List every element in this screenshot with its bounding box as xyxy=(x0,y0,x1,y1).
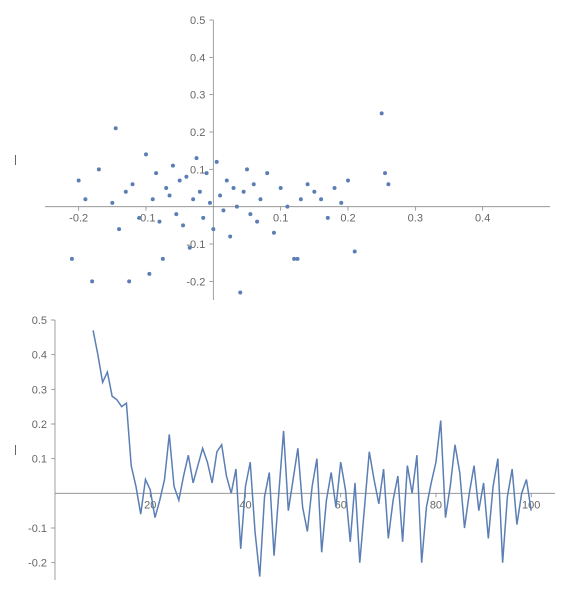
scatter-plot: ⎯⎯-0.2-0.10.10.20.30.4-0.2-0.10.10.20.30… xyxy=(10,10,570,310)
data-point xyxy=(238,291,242,295)
data-point xyxy=(114,126,118,130)
data-point xyxy=(333,186,337,190)
y-tick-label: 0.2 xyxy=(32,419,47,431)
y-axis-label: ⎯⎯ xyxy=(10,155,21,165)
x-tick-label: -0.2 xyxy=(69,213,88,225)
x-tick-label: 0.4 xyxy=(475,213,490,225)
data-point xyxy=(326,216,330,220)
data-point xyxy=(285,205,289,209)
data-point xyxy=(228,235,232,239)
data-point xyxy=(154,171,158,175)
data-point xyxy=(77,179,81,183)
x-tick-label: 80 xyxy=(430,499,442,511)
data-point xyxy=(70,257,74,261)
y-tick-label: 0.1 xyxy=(190,164,205,176)
data-point xyxy=(157,220,161,224)
data-point xyxy=(255,220,259,224)
line-chart: ⎯⎯20406080100-0.2-0.10.10.20.30.40.5 xyxy=(10,310,573,590)
data-point xyxy=(245,167,249,171)
y-tick-label: -0.2 xyxy=(186,276,205,288)
data-point xyxy=(137,216,141,220)
data-point xyxy=(252,182,256,186)
data-point xyxy=(211,227,215,231)
data-point xyxy=(201,216,205,220)
data-point xyxy=(242,190,246,194)
data-point xyxy=(215,160,219,164)
data-point xyxy=(151,197,155,201)
data-point xyxy=(205,171,209,175)
scatter-chart: ⎯⎯-0.2-0.10.10.20.30.4-0.2-0.10.10.20.30… xyxy=(10,10,573,310)
line-series xyxy=(93,330,531,576)
y-tick-label: 0.4 xyxy=(190,52,205,64)
data-point xyxy=(124,190,128,194)
x-tick-label: 0.3 xyxy=(408,213,423,225)
data-point xyxy=(168,193,172,197)
data-point xyxy=(147,272,151,276)
y-tick-label: 0.2 xyxy=(190,127,205,139)
y-tick-label: -0.1 xyxy=(28,523,47,535)
data-point xyxy=(198,190,202,194)
data-point xyxy=(248,212,252,216)
data-point xyxy=(131,182,135,186)
data-point xyxy=(161,257,165,261)
data-point xyxy=(383,171,387,175)
data-point xyxy=(225,179,229,183)
data-point xyxy=(83,197,87,201)
data-point xyxy=(181,223,185,227)
data-point xyxy=(117,227,121,231)
x-tick-label: 0.1 xyxy=(273,213,288,225)
data-point xyxy=(195,156,199,160)
data-point xyxy=(208,201,212,205)
y-tick-label: 0.4 xyxy=(32,350,47,362)
line-plot: ⎯⎯20406080100-0.2-0.10.10.20.30.40.5 xyxy=(10,310,570,590)
y-tick-label: 0.5 xyxy=(190,15,205,27)
data-point xyxy=(171,164,175,168)
data-point xyxy=(174,212,178,216)
data-point xyxy=(164,186,168,190)
data-point xyxy=(319,197,323,201)
data-point xyxy=(380,111,384,115)
data-point xyxy=(235,205,239,209)
data-point xyxy=(144,152,148,156)
y-tick-label: 0.1 xyxy=(32,454,47,466)
data-point xyxy=(184,175,188,179)
data-point xyxy=(90,279,94,283)
y-tick-label: 0.3 xyxy=(190,90,205,102)
data-point xyxy=(346,179,350,183)
data-point xyxy=(279,186,283,190)
y-axis-label: ⎯⎯ xyxy=(10,445,21,455)
data-point xyxy=(221,208,225,212)
data-point xyxy=(306,182,310,186)
data-point xyxy=(218,193,222,197)
data-point xyxy=(110,201,114,205)
y-tick-label: 0.3 xyxy=(32,384,47,396)
x-tick-label: 40 xyxy=(239,499,251,511)
data-point xyxy=(97,167,101,171)
data-point xyxy=(312,190,316,194)
data-point xyxy=(353,249,357,253)
data-point xyxy=(178,179,182,183)
y-tick-label: 0.5 xyxy=(32,315,47,327)
data-point xyxy=(127,279,131,283)
data-point xyxy=(265,171,269,175)
y-tick-label: -0.2 xyxy=(28,558,47,570)
data-point xyxy=(296,257,300,261)
data-point xyxy=(386,182,390,186)
data-point xyxy=(272,231,276,235)
data-point xyxy=(232,186,236,190)
data-point xyxy=(191,197,195,201)
data-point xyxy=(258,197,262,201)
x-tick-label: 20 xyxy=(144,499,156,511)
data-point xyxy=(188,246,192,250)
x-tick-label: 0.2 xyxy=(340,213,355,225)
data-point xyxy=(339,201,343,205)
data-point xyxy=(299,197,303,201)
